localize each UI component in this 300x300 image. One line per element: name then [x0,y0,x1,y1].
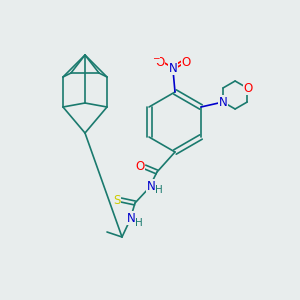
Text: H: H [155,185,163,195]
Text: S: S [113,194,121,206]
Text: H: H [135,218,143,228]
Text: N: N [147,179,155,193]
Text: O: O [182,56,190,68]
Text: N: N [127,212,135,224]
Text: O: O [155,56,165,68]
Text: N: N [169,61,177,74]
Text: −: − [152,53,160,62]
Text: O: O [135,160,145,172]
Text: O: O [244,82,253,94]
Text: N: N [219,95,227,109]
